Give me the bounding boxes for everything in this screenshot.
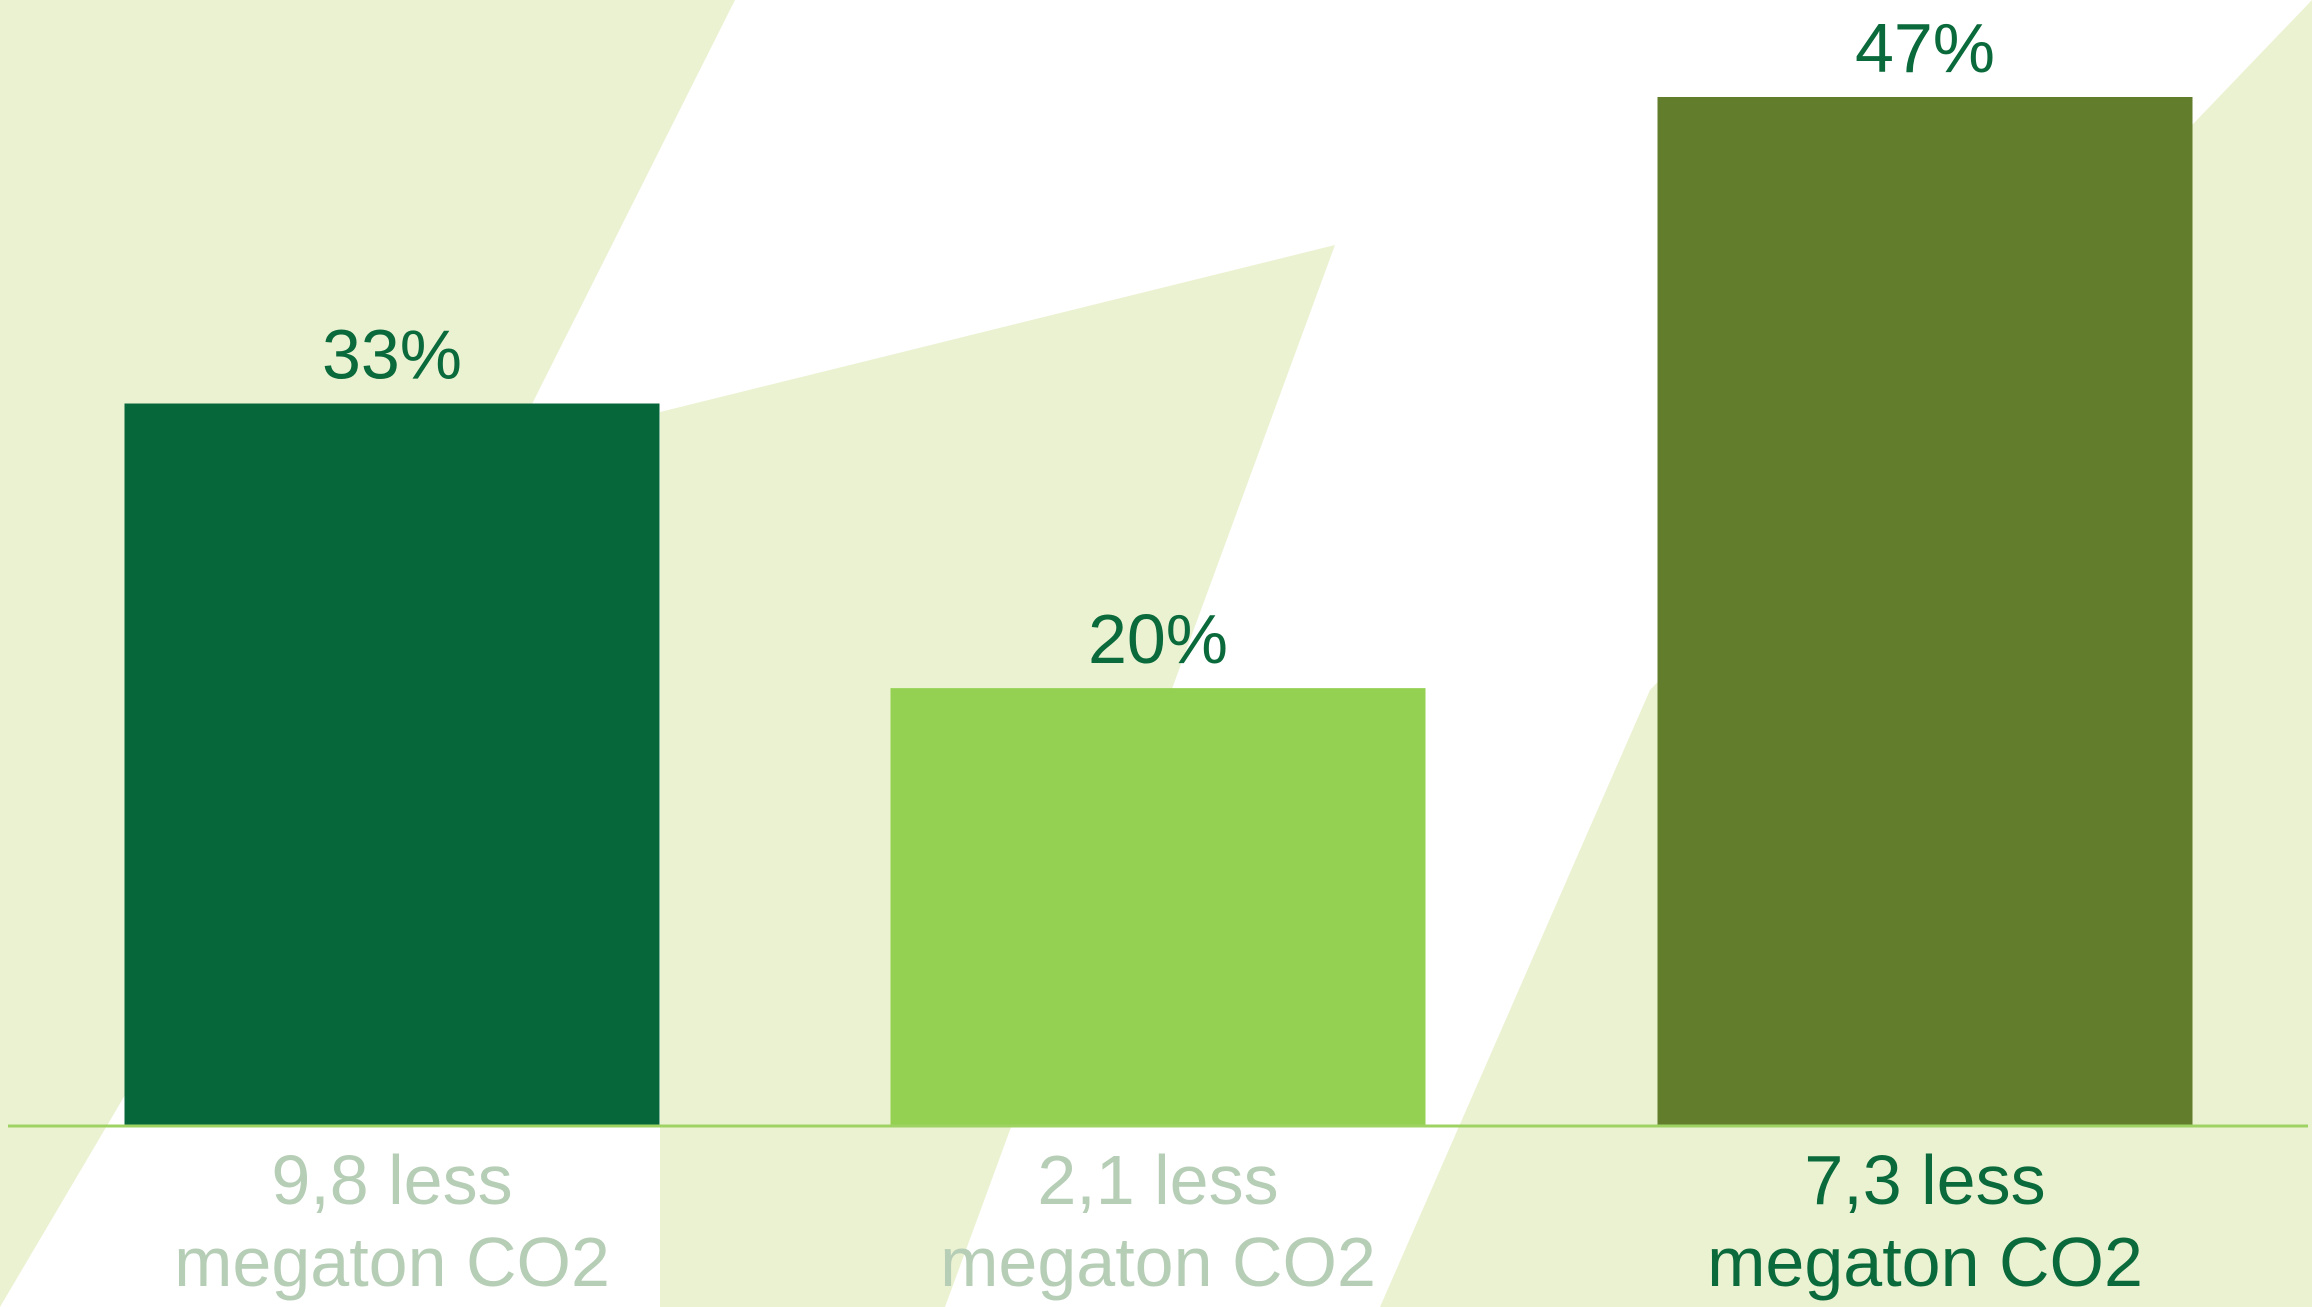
- category-label-2-line-1: 2,1 less: [1037, 1141, 1278, 1219]
- category-label-3-line-1: 7,3 less: [1804, 1141, 2045, 1219]
- category-label-2-line-2: megaton CO2: [940, 1223, 1376, 1301]
- bar-value-label-3: 47%: [1855, 9, 1995, 87]
- bars: [124, 97, 2193, 1127]
- bar-value-label-1: 33%: [322, 316, 462, 394]
- bar-3: [1657, 97, 2193, 1126]
- bar-1: [124, 403, 660, 1127]
- bar-value-label-2: 20%: [1088, 600, 1228, 678]
- category-label-1-line-1: 9,8 less: [271, 1141, 512, 1219]
- category-label-1-line-2: megaton CO2: [174, 1223, 610, 1301]
- bar-2: [890, 688, 1426, 1126]
- category-label-3-line-2: megaton CO2: [1707, 1223, 2143, 1301]
